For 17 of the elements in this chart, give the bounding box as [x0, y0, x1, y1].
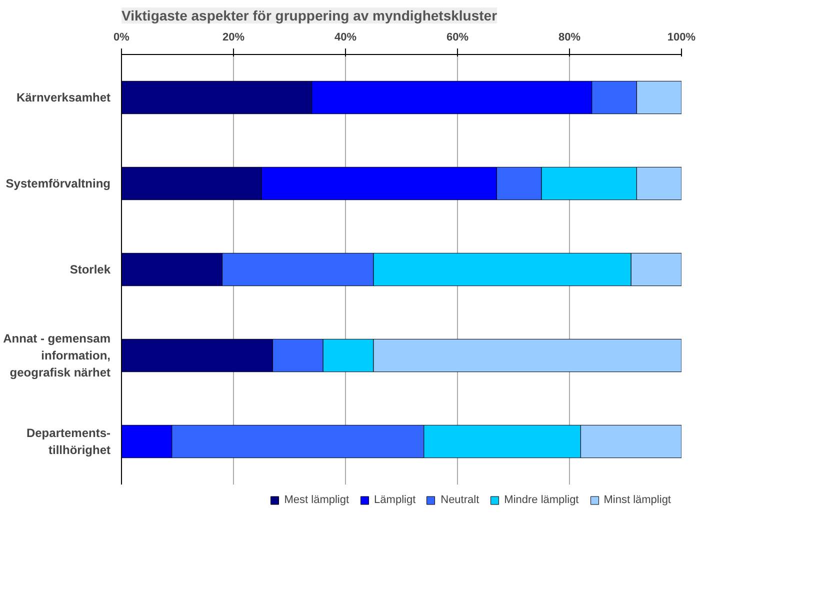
- x-tick-label: 0%: [114, 32, 130, 44]
- x-tick-label: 60%: [446, 32, 469, 44]
- x-tick-label: 100%: [667, 32, 696, 44]
- legend-label: Lämpligt: [374, 494, 416, 506]
- y-tick-label: Departements-tillhörighet: [26, 426, 111, 457]
- y-tick-label: Kärnverksamhet: [16, 90, 111, 104]
- legend-label: Minst lämpligt: [604, 494, 671, 506]
- y-tick-label: Annat - gemensam information, geografisk närhet: [3, 332, 111, 380]
- legend-label: Mest lämpligt: [284, 494, 350, 506]
- legend-label: Mindre lämpligt: [504, 494, 579, 506]
- chart-title: Viktigaste aspekter för gruppering av myndighetskluster: [122, 8, 498, 24]
- legend-label: Neutralt: [440, 494, 480, 506]
- x-tick-label: 40%: [334, 32, 357, 44]
- x-tick-label: 20%: [222, 32, 245, 44]
- y-tick-label: Storlek: [70, 262, 111, 276]
- y-tick-label: Systemförvaltning: [6, 176, 111, 190]
- x-tick-label: 80%: [558, 32, 581, 44]
